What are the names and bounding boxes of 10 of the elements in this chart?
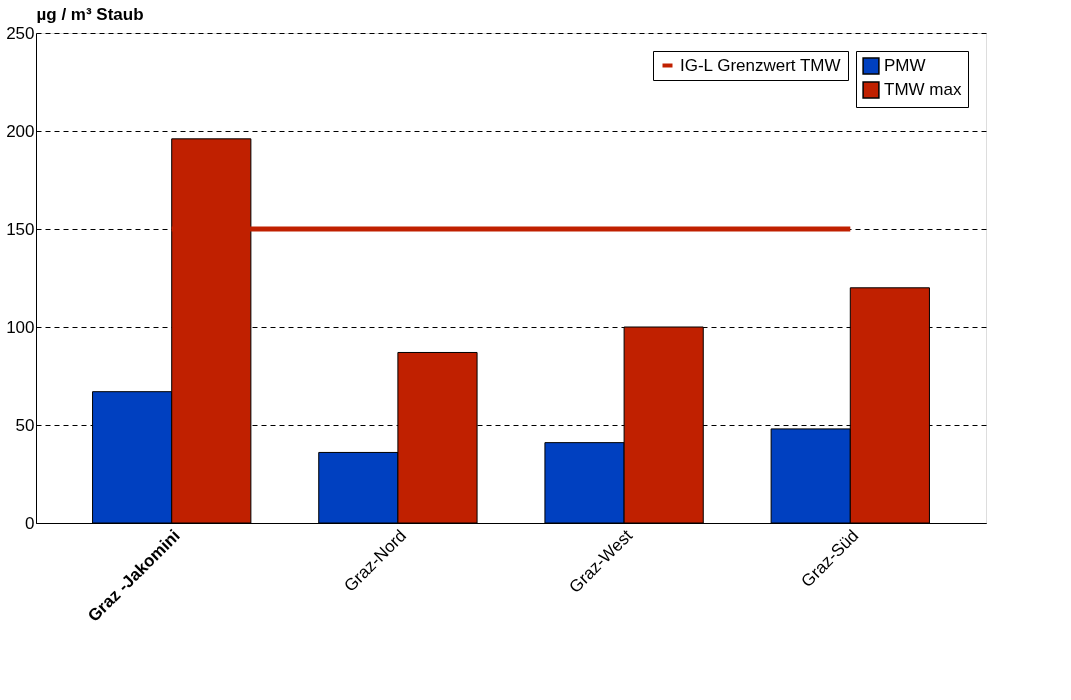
legend-label: PMW	[884, 56, 926, 75]
legend-label: IG-L Grenzwert TMW	[680, 55, 841, 75]
y-tick-label: 50	[15, 415, 35, 435]
y-tick-label: 200	[6, 121, 35, 141]
legend-label: TMW max	[884, 80, 962, 99]
y-tick-label: 150	[6, 219, 35, 239]
y-tick-label: 0	[25, 513, 35, 533]
y-axis-title: µg / m³ Staub	[36, 4, 144, 24]
y-tick-label: 100	[6, 317, 35, 337]
y-tick-label: 250	[6, 23, 35, 43]
